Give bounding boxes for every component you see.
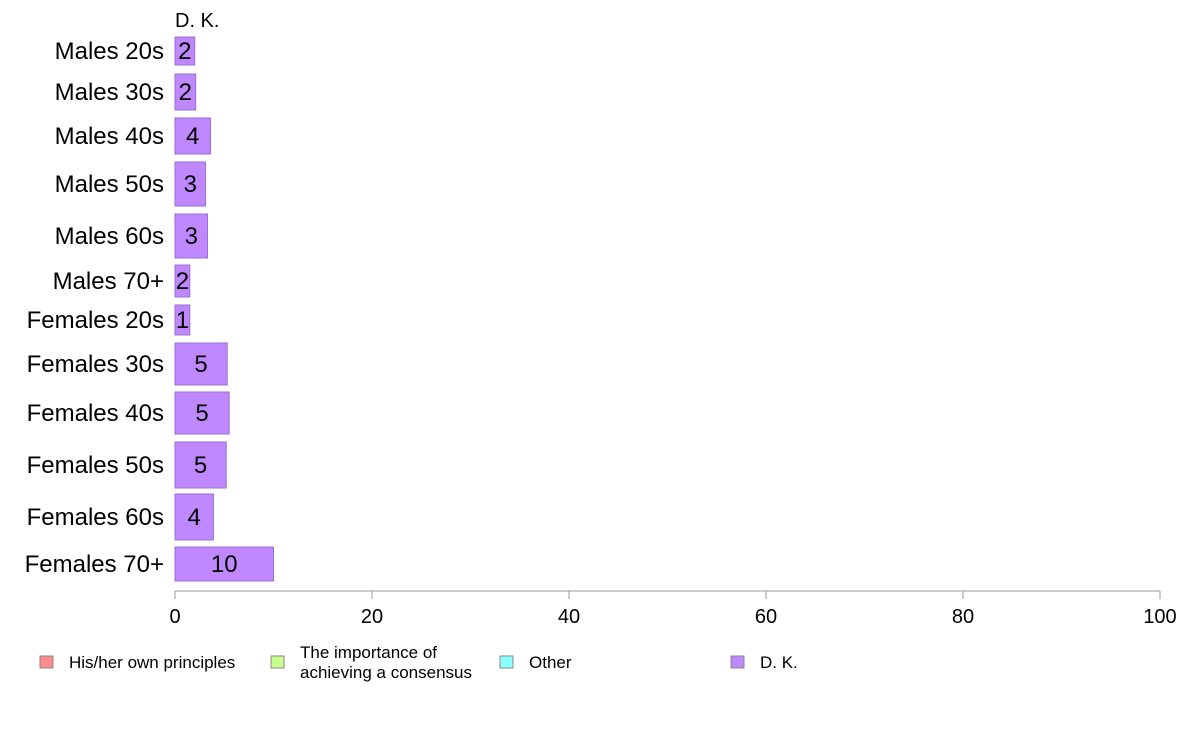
bar-value-label: 4 — [188, 504, 201, 531]
bars-group: Males 20s 2 Males 30s 2 Males 40s 4 Males 50s 3… — [25, 36, 274, 582]
bar-value-label: 2 — [178, 38, 191, 65]
category-label: Males 20s — [55, 38, 164, 65]
bar — [174, 391, 230, 435]
bar-value-label: 2 — [176, 268, 189, 295]
legend-swatch — [270, 655, 285, 669]
legend: His/her own principles The importance of a… — [39, 643, 798, 682]
legend-label: D. K. — [760, 653, 798, 672]
legend-label-line: His/her own principles — [69, 653, 235, 672]
bar-value-label: 3 — [184, 171, 197, 198]
bar — [174, 304, 191, 336]
x-tick-label: 80 — [952, 606, 974, 628]
category-label: Males 70+ — [53, 268, 164, 295]
bar — [174, 161, 207, 207]
category-label: Males 40s — [55, 123, 164, 150]
category-label: Females 30s — [27, 351, 164, 378]
bar — [174, 264, 191, 298]
bar-value-label: 5 — [194, 351, 207, 378]
legend-label: His/her own principles — [69, 653, 235, 672]
bar-value-label: 4 — [186, 123, 199, 150]
category-label: Females 60s — [27, 504, 164, 531]
legend-label: The importance of achieving a consensus — [300, 643, 472, 682]
x-tick-label: 100 — [1143, 606, 1176, 628]
category-label: Females 40s — [27, 400, 164, 427]
bar — [174, 36, 196, 66]
bar-value-label: 1 — [176, 307, 189, 334]
bar — [174, 213, 209, 259]
bar — [174, 342, 228, 386]
category-label: Females 70+ — [25, 551, 164, 578]
bar-value-label: 3 — [185, 223, 198, 250]
legend-label-line: D. K. — [760, 653, 798, 672]
bar — [174, 441, 227, 489]
legend-swatch — [730, 655, 745, 669]
legend-swatch — [499, 655, 514, 669]
legend-label-line: Other — [529, 653, 572, 672]
bar-value-label: 5 — [195, 400, 208, 427]
category-label: Females 50s — [27, 452, 164, 479]
category-label: Males 60s — [55, 223, 164, 250]
bar-value-label: 5 — [194, 452, 207, 479]
bar — [174, 117, 211, 155]
legend-label-line: achieving a consensus — [300, 663, 472, 682]
legend-label: Other — [529, 653, 572, 672]
bar — [174, 493, 214, 541]
x-tick-label: 0 — [169, 606, 180, 628]
x-axis: 0 20 40 60 80 100 — [169, 590, 1177, 628]
legend-swatch — [39, 655, 54, 669]
x-tick-label: 60 — [755, 606, 777, 628]
category-label: Males 30s — [55, 79, 164, 106]
series-header: D. K. — [175, 10, 219, 32]
bar-value-label: 2 — [179, 79, 192, 106]
category-label: Females 20s — [27, 307, 164, 334]
legend-label-line: The importance of — [300, 643, 437, 662]
bar-value-label: 10 — [211, 551, 238, 578]
bar — [174, 546, 274, 582]
category-label: Males 50s — [55, 171, 164, 198]
x-tick-label: 20 — [361, 606, 383, 628]
bar — [174, 73, 197, 111]
x-tick-label: 40 — [558, 606, 580, 628]
